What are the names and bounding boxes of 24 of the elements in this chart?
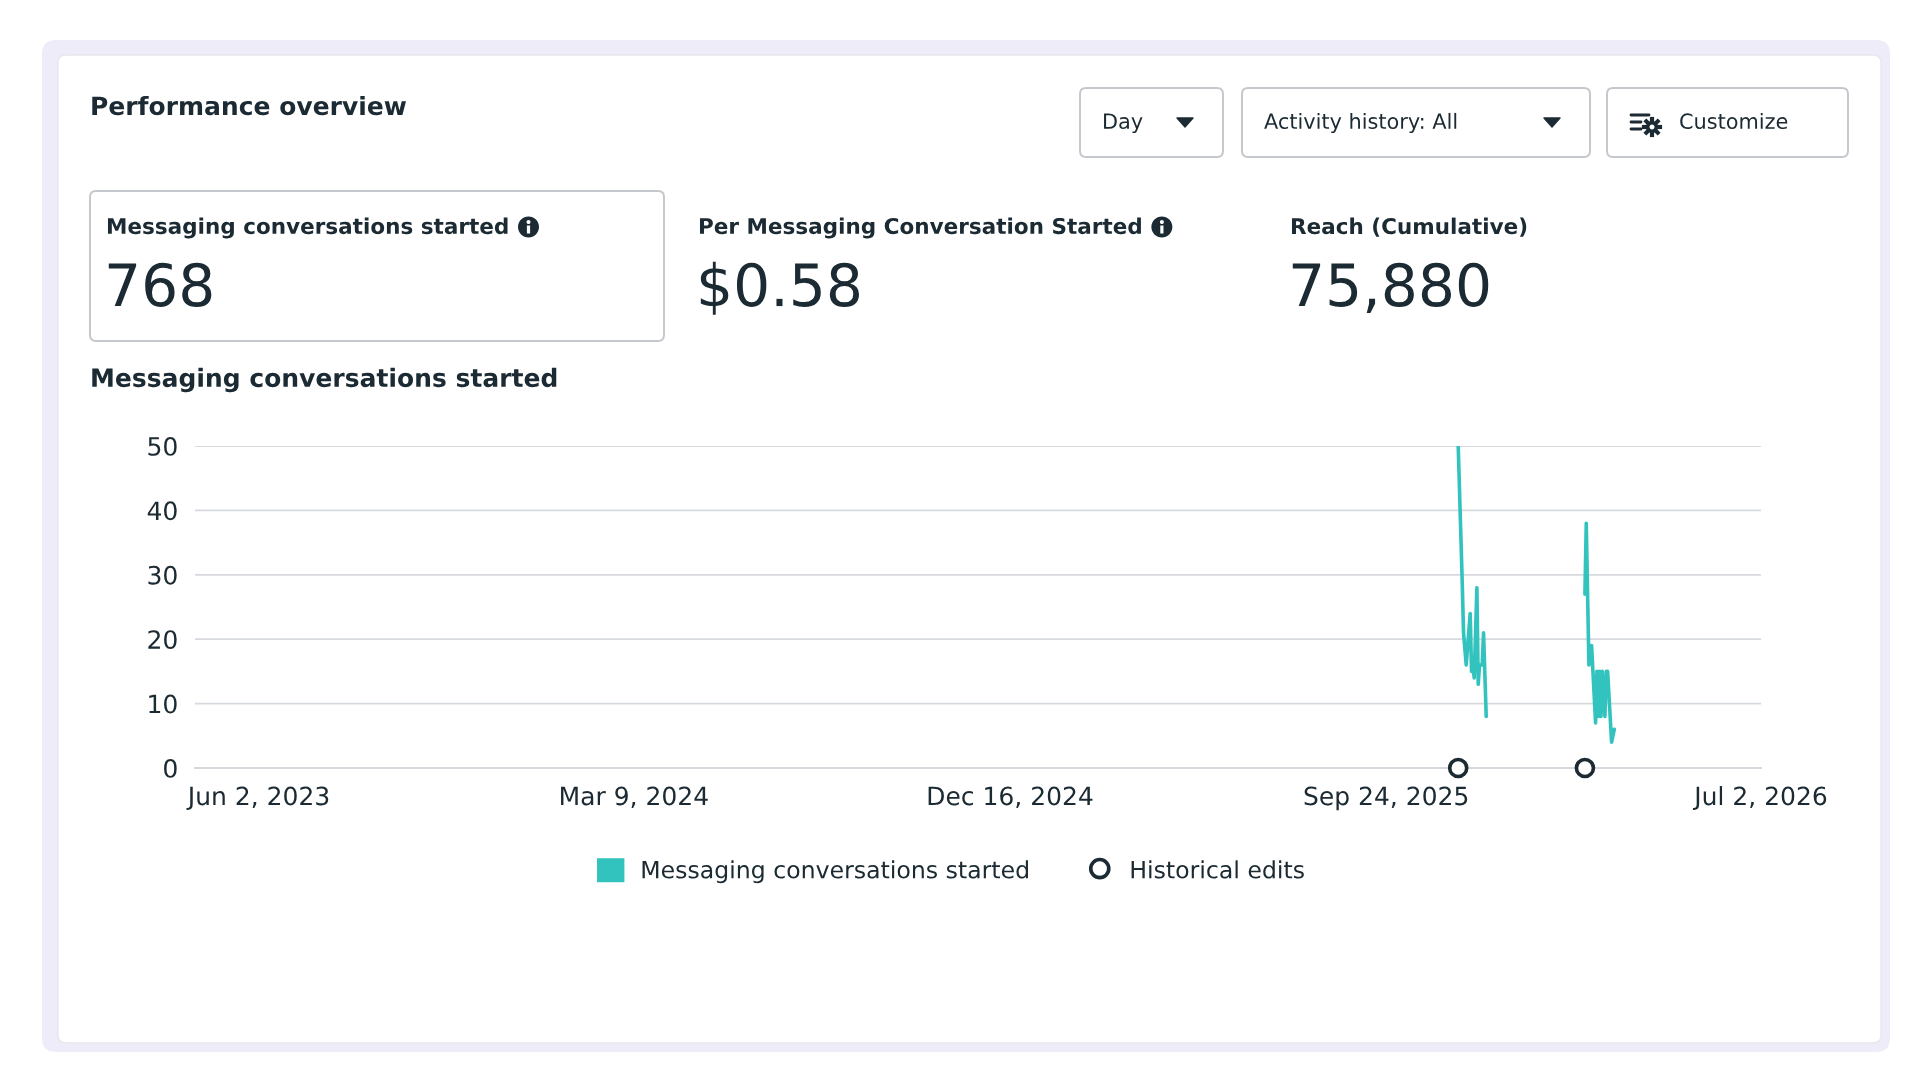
y-tick-label: 40 bbox=[147, 501, 177, 521]
text: 75,880 bbox=[1292, 262, 1489, 313]
y-tick-label: 0 bbox=[164, 758, 177, 778]
y-tick-label: 20 bbox=[148, 630, 177, 650]
x-tick-label: Sep 24, 2025 bbox=[1304, 786, 1468, 811]
text: Performance overview bbox=[92, 95, 406, 116]
text: Activity history: All bbox=[1264, 112, 1457, 134]
x-tick-label: Jun 2, 2023 bbox=[186, 786, 329, 811]
text: Messaging conversations started bbox=[107, 217, 508, 239]
y-tick-label: 10 bbox=[149, 694, 177, 714]
text: Day bbox=[1104, 113, 1143, 134]
x-tick-label: Dec 16, 2024 bbox=[928, 786, 1093, 808]
y-tick-label: 50 bbox=[148, 436, 177, 456]
chart-title: Messaging conversations started bbox=[92, 367, 557, 393]
legend-label: Historical edits bbox=[1131, 860, 1304, 879]
x-tick-label: Mar 9, 2024 bbox=[561, 786, 708, 808]
text: $0.58 bbox=[700, 261, 860, 315]
text: 768 bbox=[108, 262, 212, 307]
text: Reach (Cumulative) bbox=[1291, 217, 1527, 237]
text: Customize bbox=[1680, 112, 1788, 130]
x-tick-label: Jul 2, 2026 bbox=[1692, 786, 1827, 811]
legend-label: Messaging conversations started bbox=[642, 860, 1028, 884]
y-tick-label: 30 bbox=[148, 565, 177, 585]
text: Per Messaging Conversation Started bbox=[699, 217, 1141, 239]
